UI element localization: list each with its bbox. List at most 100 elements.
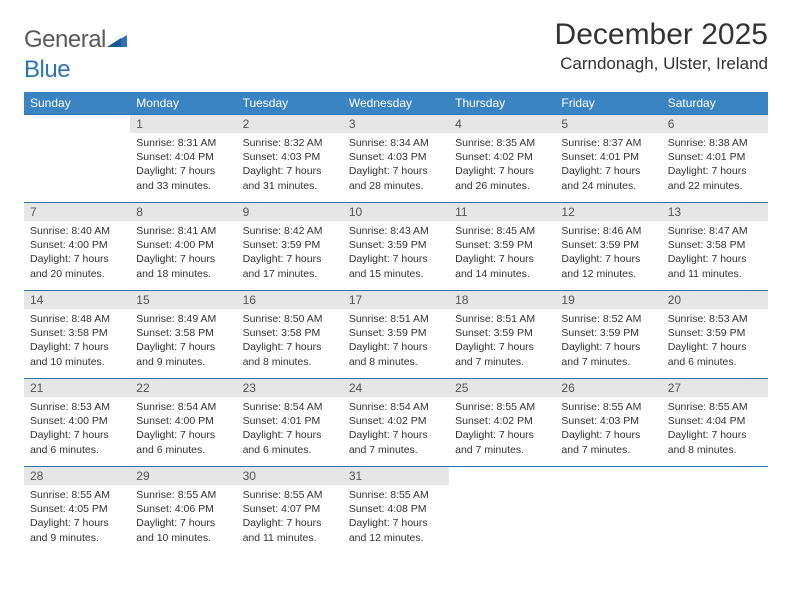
title-block: December 2025 Carndonagh, Ulster, Irelan…	[555, 18, 768, 74]
sunrise-line: Sunrise: 8:46 AM	[561, 224, 655, 238]
calendar-day-cell: 28Sunrise: 8:55 AMSunset: 4:05 PMDayligh…	[24, 467, 130, 555]
daylight-line: Daylight: 7 hours and 6 minutes.	[243, 428, 337, 456]
sunset-line: Sunset: 3:58 PM	[30, 326, 124, 340]
sunset-line: Sunset: 4:03 PM	[349, 150, 443, 164]
day-details: Sunrise: 8:45 AMSunset: 3:59 PMDaylight:…	[449, 221, 555, 285]
daylight-line: Daylight: 7 hours and 7 minutes.	[561, 340, 655, 368]
sunset-line: Sunset: 3:59 PM	[455, 238, 549, 252]
sunrise-line: Sunrise: 8:43 AM	[349, 224, 443, 238]
sunrise-line: Sunrise: 8:53 AM	[30, 400, 124, 414]
sunset-line: Sunset: 4:05 PM	[30, 502, 124, 516]
sunrise-line: Sunrise: 8:47 AM	[668, 224, 762, 238]
sunset-line: Sunset: 3:59 PM	[561, 238, 655, 252]
sunrise-line: Sunrise: 8:50 AM	[243, 312, 337, 326]
daylight-line: Daylight: 7 hours and 11 minutes.	[668, 252, 762, 280]
calendar-day-cell	[662, 467, 768, 555]
sunrise-line: Sunrise: 8:55 AM	[243, 488, 337, 502]
day-number: 4	[449, 115, 555, 133]
logo-part2: Blue	[24, 56, 70, 83]
day-details: Sunrise: 8:35 AMSunset: 4:02 PMDaylight:…	[449, 133, 555, 197]
sunrise-line: Sunrise: 8:54 AM	[136, 400, 230, 414]
sunrise-line: Sunrise: 8:40 AM	[30, 224, 124, 238]
day-number: 20	[662, 291, 768, 309]
day-number: 10	[343, 203, 449, 221]
day-details: Sunrise: 8:51 AMSunset: 3:59 PMDaylight:…	[449, 309, 555, 373]
calendar-day-cell: 16Sunrise: 8:50 AMSunset: 3:58 PMDayligh…	[237, 291, 343, 379]
day-details: Sunrise: 8:40 AMSunset: 4:00 PMDaylight:…	[24, 221, 130, 285]
sunset-line: Sunset: 4:01 PM	[668, 150, 762, 164]
day-details: Sunrise: 8:55 AMSunset: 4:05 PMDaylight:…	[24, 485, 130, 549]
day-details: Sunrise: 8:34 AMSunset: 4:03 PMDaylight:…	[343, 133, 449, 197]
daylight-line: Daylight: 7 hours and 9 minutes.	[30, 516, 124, 544]
daylight-line: Daylight: 7 hours and 10 minutes.	[136, 516, 230, 544]
sunrise-line: Sunrise: 8:54 AM	[243, 400, 337, 414]
day-details: Sunrise: 8:41 AMSunset: 4:00 PMDaylight:…	[130, 221, 236, 285]
sunrise-line: Sunrise: 8:45 AM	[455, 224, 549, 238]
sunrise-line: Sunrise: 8:55 AM	[349, 488, 443, 502]
calendar-day-cell: 17Sunrise: 8:51 AMSunset: 3:59 PMDayligh…	[343, 291, 449, 379]
sunset-line: Sunset: 4:08 PM	[349, 502, 443, 516]
day-number: 15	[130, 291, 236, 309]
day-details: Sunrise: 8:52 AMSunset: 3:59 PMDaylight:…	[555, 309, 661, 373]
calendar-day-cell: 18Sunrise: 8:51 AMSunset: 3:59 PMDayligh…	[449, 291, 555, 379]
day-details: Sunrise: 8:53 AMSunset: 4:00 PMDaylight:…	[24, 397, 130, 461]
day-number: 7	[24, 203, 130, 221]
daylight-line: Daylight: 7 hours and 10 minutes.	[30, 340, 124, 368]
day-details: Sunrise: 8:50 AMSunset: 3:58 PMDaylight:…	[237, 309, 343, 373]
calendar-day-cell: 7Sunrise: 8:40 AMSunset: 4:00 PMDaylight…	[24, 203, 130, 291]
daylight-line: Daylight: 7 hours and 22 minutes.	[668, 164, 762, 192]
sunrise-line: Sunrise: 8:52 AM	[561, 312, 655, 326]
day-number: 11	[449, 203, 555, 221]
calendar-day-cell: 22Sunrise: 8:54 AMSunset: 4:00 PMDayligh…	[130, 379, 236, 467]
day-details: Sunrise: 8:54 AMSunset: 4:02 PMDaylight:…	[343, 397, 449, 461]
day-number: 31	[343, 467, 449, 485]
calendar-week-row: 28Sunrise: 8:55 AMSunset: 4:05 PMDayligh…	[24, 467, 768, 555]
daylight-line: Daylight: 7 hours and 9 minutes.	[136, 340, 230, 368]
daylight-line: Daylight: 7 hours and 15 minutes.	[349, 252, 443, 280]
sunset-line: Sunset: 3:59 PM	[349, 238, 443, 252]
location: Carndonagh, Ulster, Ireland	[555, 54, 768, 74]
daylight-line: Daylight: 7 hours and 6 minutes.	[136, 428, 230, 456]
logo-triangle-icon	[107, 26, 127, 54]
calendar-day-cell: 19Sunrise: 8:52 AMSunset: 3:59 PMDayligh…	[555, 291, 661, 379]
day-details: Sunrise: 8:51 AMSunset: 3:59 PMDaylight:…	[343, 309, 449, 373]
day-number: 12	[555, 203, 661, 221]
sunrise-line: Sunrise: 8:51 AM	[349, 312, 443, 326]
calendar-day-cell: 11Sunrise: 8:45 AMSunset: 3:59 PMDayligh…	[449, 203, 555, 291]
daylight-line: Daylight: 7 hours and 7 minutes.	[455, 428, 549, 456]
sunset-line: Sunset: 4:04 PM	[136, 150, 230, 164]
sunrise-line: Sunrise: 8:35 AM	[455, 136, 549, 150]
day-number: 5	[555, 115, 661, 133]
calendar-day-cell: 23Sunrise: 8:54 AMSunset: 4:01 PMDayligh…	[237, 379, 343, 467]
calendar-day-cell: 14Sunrise: 8:48 AMSunset: 3:58 PMDayligh…	[24, 291, 130, 379]
day-details: Sunrise: 8:55 AMSunset: 4:06 PMDaylight:…	[130, 485, 236, 549]
sunrise-line: Sunrise: 8:42 AM	[243, 224, 337, 238]
day-number: 27	[662, 379, 768, 397]
day-number: 24	[343, 379, 449, 397]
month-title: December 2025	[555, 18, 768, 52]
daylight-line: Daylight: 7 hours and 8 minutes.	[243, 340, 337, 368]
day-details: Sunrise: 8:48 AMSunset: 3:58 PMDaylight:…	[24, 309, 130, 373]
calendar-day-cell: 2Sunrise: 8:32 AMSunset: 4:03 PMDaylight…	[237, 115, 343, 203]
daylight-line: Daylight: 7 hours and 8 minutes.	[349, 340, 443, 368]
calendar-day-cell	[555, 467, 661, 555]
sunrise-line: Sunrise: 8:38 AM	[668, 136, 762, 150]
day-number: 6	[662, 115, 768, 133]
sunrise-line: Sunrise: 8:32 AM	[243, 136, 337, 150]
day-details: Sunrise: 8:54 AMSunset: 4:01 PMDaylight:…	[237, 397, 343, 461]
daylight-line: Daylight: 7 hours and 11 minutes.	[243, 516, 337, 544]
sunset-line: Sunset: 3:59 PM	[668, 326, 762, 340]
sunset-line: Sunset: 4:02 PM	[349, 414, 443, 428]
daylight-line: Daylight: 7 hours and 7 minutes.	[561, 428, 655, 456]
sunset-line: Sunset: 4:04 PM	[668, 414, 762, 428]
day-details: Sunrise: 8:46 AMSunset: 3:59 PMDaylight:…	[555, 221, 661, 285]
day-number: 21	[24, 379, 130, 397]
sunrise-line: Sunrise: 8:54 AM	[349, 400, 443, 414]
weekday-header-row: SundayMondayTuesdayWednesdayThursdayFrid…	[24, 92, 768, 115]
calendar-day-cell: 10 Sunrise: 8:43 AMSunset: 3:59 PMDayligh…	[343, 203, 449, 291]
calendar-week-row: 14Sunrise: 8:48 AMSunset: 3:58 PMDayligh…	[24, 291, 768, 379]
day-number: 13	[662, 203, 768, 221]
sunset-line: Sunset: 3:58 PM	[136, 326, 230, 340]
calendar-day-cell: 12Sunrise: 8:46 AMSunset: 3:59 PMDayligh…	[555, 203, 661, 291]
day-details: Sunrise: 8:47 AMSunset: 3:58 PMDaylight:…	[662, 221, 768, 285]
